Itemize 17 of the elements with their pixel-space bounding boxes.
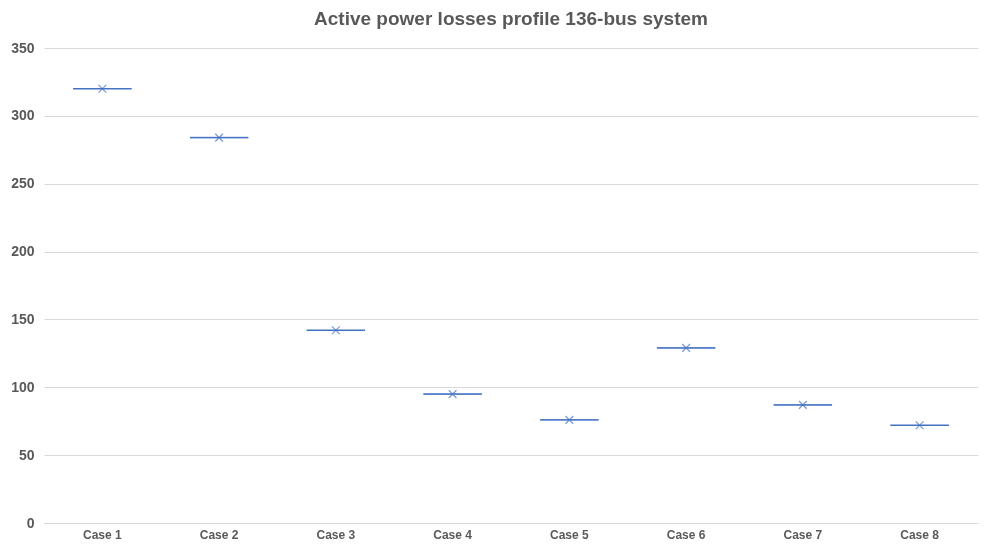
x-tick-label: Case 4 [433, 527, 473, 542]
y-tick-label: 100 [11, 378, 35, 395]
y-tick-label: 350 [11, 39, 35, 56]
y-tick-label: 200 [11, 243, 35, 260]
x-tick-label: Case 6 [666, 527, 706, 542]
x-tick-label: Case 7 [783, 527, 823, 542]
y-tick-label: 0 [26, 514, 35, 531]
y-tick-label: 300 [11, 107, 35, 124]
x-tick-label: Case 5 [550, 527, 590, 542]
x-tick-label: Case 2 [199, 527, 239, 542]
x-tick-label: Case 1 [83, 527, 123, 542]
y-tick-label: 250 [11, 175, 35, 192]
y-tick-label: 150 [11, 310, 35, 327]
y-tick-label: 50 [18, 446, 35, 463]
x-tick-label: Case 8 [900, 527, 940, 542]
x-tick-label: Case 3 [316, 527, 356, 542]
chart-title: Active power losses profile 136-bus system [314, 8, 708, 29]
